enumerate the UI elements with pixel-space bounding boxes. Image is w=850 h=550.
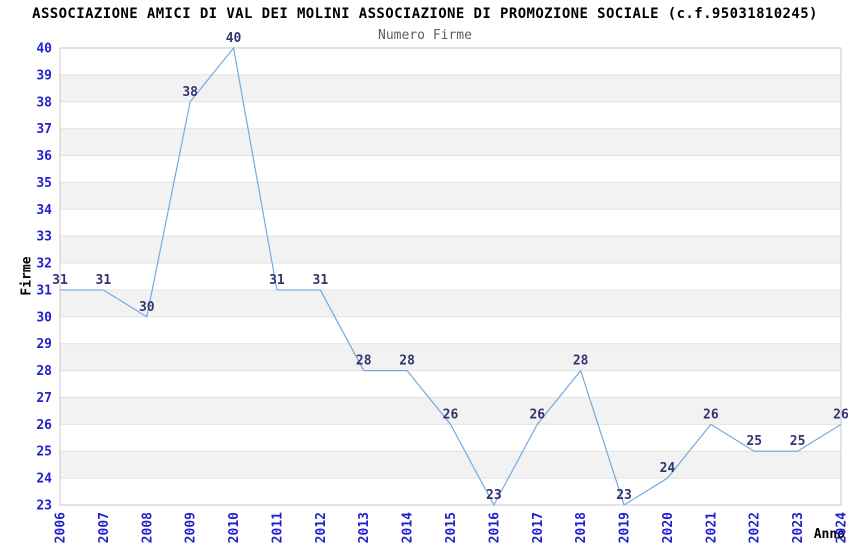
grid-band: [60, 397, 841, 425]
data-point-label: 28: [399, 354, 415, 369]
data-point-label: 25: [746, 434, 762, 449]
x-tick-label: 2006: [54, 512, 69, 543]
data-point-label: 23: [616, 488, 632, 503]
x-tick-label: 2016: [487, 512, 502, 543]
x-tick-label: 2015: [444, 512, 459, 543]
grid-band: [60, 128, 841, 156]
plot-border: [59, 47, 842, 506]
x-tick-label: 2010: [227, 512, 242, 543]
series-line: [60, 46, 842, 507]
data-point-label: 30: [139, 300, 155, 315]
data-point-label: 26: [529, 407, 545, 422]
grid-band: [60, 289, 841, 317]
grid-band: [60, 182, 841, 210]
y-tick-label: 31: [36, 283, 52, 298]
data-point-label: 31: [52, 273, 68, 288]
y-tick-label: 35: [36, 176, 52, 191]
chart-title: ASSOCIAZIONE AMICI DI VAL DEI MOLINI ASS…: [32, 6, 818, 22]
y-tick-label: 27: [36, 391, 52, 406]
y-tick-label: 25: [36, 445, 52, 460]
data-point-label: 25: [790, 434, 806, 449]
y-tick-label: 23: [36, 499, 52, 514]
y-tick-label: 32: [36, 257, 52, 272]
data-point-label: 31: [96, 273, 112, 288]
chart-subtitle: Numero Firme: [378, 28, 472, 43]
x-tick-label: 2024: [835, 512, 850, 543]
x-tick-label: 2018: [574, 512, 589, 543]
y-tick-label: 33: [36, 230, 52, 245]
x-tick-label: 2012: [314, 512, 329, 543]
data-point-label: 24: [660, 461, 676, 476]
x-tick-label: 2007: [97, 512, 112, 543]
x-axis-title: Anno: [813, 527, 845, 542]
data-point-label: 40: [226, 31, 242, 46]
x-tick-label: 2017: [531, 512, 546, 543]
y-tick-label: 39: [36, 68, 52, 83]
x-tick-label: 2020: [661, 512, 676, 543]
y-tick-label: 24: [36, 472, 52, 487]
x-tick-label: 2023: [791, 512, 806, 543]
data-point-label: 28: [573, 354, 589, 369]
data-point-label: 31: [313, 273, 329, 288]
x-tick-label: 2022: [748, 512, 763, 543]
y-tick-label: 28: [36, 364, 52, 379]
x-tick-label: 2008: [140, 512, 155, 543]
data-point-label: 38: [182, 85, 198, 100]
data-point-label: 26: [703, 407, 719, 422]
y-tick-label: 40: [36, 42, 52, 57]
data-point-label: 28: [356, 354, 372, 369]
data-point-label: 26: [833, 407, 849, 422]
data-point-label: 26: [443, 407, 459, 422]
x-tick-label: 2019: [618, 512, 633, 543]
y-tick-label: 29: [36, 337, 52, 352]
x-tick-label: 2013: [357, 512, 372, 543]
x-tick-label: 2014: [401, 512, 416, 543]
grid-band: [60, 343, 841, 371]
y-tick-label: 26: [36, 418, 52, 433]
grid-band: [60, 74, 841, 102]
y-tick-label: 38: [36, 95, 52, 110]
y-tick-label: 30: [36, 310, 52, 325]
grid-band: [60, 236, 841, 264]
x-tick-label: 2021: [704, 512, 719, 543]
x-tick-label: 2009: [184, 512, 199, 543]
data-point-label: 23: [486, 488, 502, 503]
y-tick-label: 36: [36, 149, 52, 164]
data-point-label: 31: [269, 273, 285, 288]
y-tick-label: 37: [36, 122, 52, 137]
y-tick-label: 34: [36, 203, 52, 218]
x-tick-label: 2011: [270, 512, 285, 543]
grid-band: [60, 451, 841, 479]
